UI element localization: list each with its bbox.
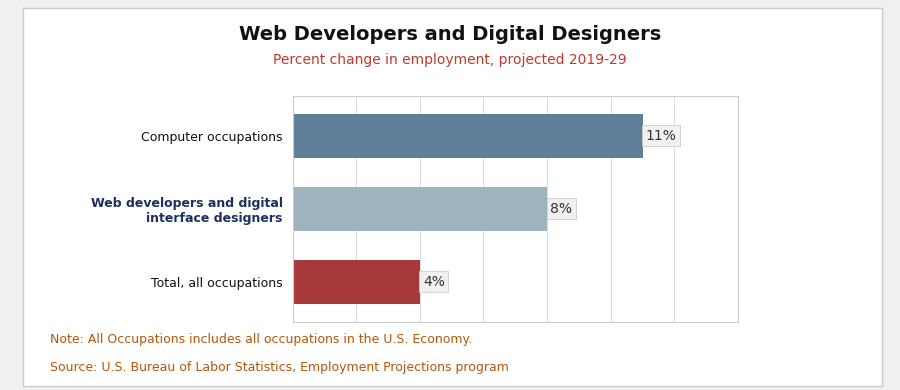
- Bar: [292, 114, 643, 158]
- Text: 8%: 8%: [550, 202, 572, 216]
- Text: 4%: 4%: [423, 275, 445, 289]
- Text: Note: All Occupations includes all occupations in the U.S. Economy.: Note: All Occupations includes all occup…: [50, 333, 472, 346]
- Text: Source: U.S. Bureau of Labor Statistics, Employment Projections program: Source: U.S. Bureau of Labor Statistics,…: [50, 361, 508, 374]
- Bar: [292, 260, 419, 303]
- Text: 11%: 11%: [645, 129, 677, 143]
- Bar: [292, 187, 547, 230]
- Text: Percent change in employment, projected 2019-29: Percent change in employment, projected …: [274, 53, 626, 67]
- Text: Web Developers and Digital Designers: Web Developers and Digital Designers: [238, 25, 662, 44]
